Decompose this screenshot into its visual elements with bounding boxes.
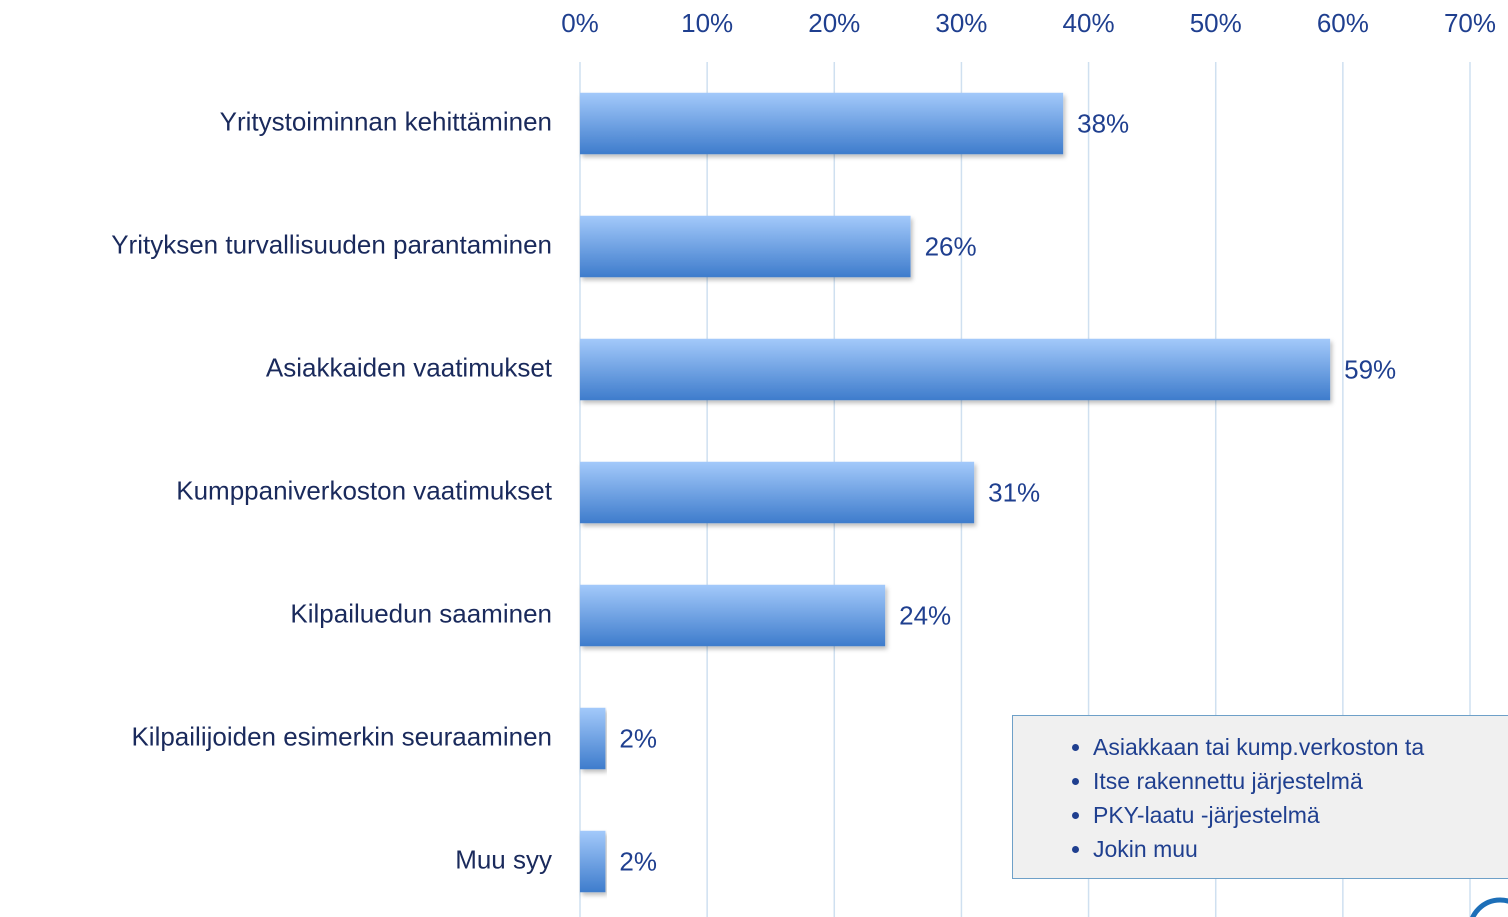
value-label: 2% — [619, 846, 657, 876]
bar — [580, 584, 886, 647]
x-tick-label: 70% — [1444, 8, 1496, 38]
annotation-list: Asiakkaan tai kump.verkoston taItse rake… — [1013, 716, 1508, 866]
value-label: 59% — [1344, 354, 1396, 384]
x-tick-label: 40% — [1063, 8, 1115, 38]
category-label: Kumppaniverkoston vaatimukset — [176, 475, 553, 505]
bar — [580, 92, 1064, 155]
annotation-item: Asiakkaan tai kump.verkoston ta — [1093, 730, 1508, 764]
x-tick-label: 10% — [681, 8, 733, 38]
bar — [580, 215, 911, 278]
annotation-item: PKY-laatu -järjestelmä — [1093, 798, 1508, 832]
category-label: Kilpailuedun saaminen — [290, 598, 552, 628]
x-tick-label: 60% — [1317, 8, 1369, 38]
bar — [580, 707, 606, 770]
category-label: Muu syy — [455, 844, 552, 874]
annotation-item: Jokin muu — [1093, 832, 1508, 866]
value-label: 24% — [899, 600, 951, 630]
x-tick-label: 0% — [561, 8, 599, 38]
value-label: 31% — [988, 477, 1040, 507]
category-label: Kilpailijoiden esimerkin seuraaminen — [131, 721, 552, 751]
annotation-box: Asiakkaan tai kump.verkoston taItse rake… — [1012, 715, 1508, 879]
category-label: Asiakkaiden vaatimukset — [266, 352, 553, 382]
bar — [580, 461, 975, 524]
annotation-item: Itse rakennettu järjestelmä — [1093, 764, 1508, 798]
value-label: 26% — [925, 231, 977, 261]
category-label: Yrityksen turvallisuuden parantaminen — [111, 229, 552, 259]
category-label: Yritystoiminnan kehittäminen — [220, 106, 552, 136]
x-tick-label: 50% — [1190, 8, 1242, 38]
value-label: 38% — [1077, 108, 1129, 138]
bar — [580, 830, 606, 893]
x-tick-label: 30% — [935, 8, 987, 38]
bar — [580, 338, 1331, 401]
x-tick-label: 20% — [808, 8, 860, 38]
value-label: 2% — [619, 723, 657, 753]
